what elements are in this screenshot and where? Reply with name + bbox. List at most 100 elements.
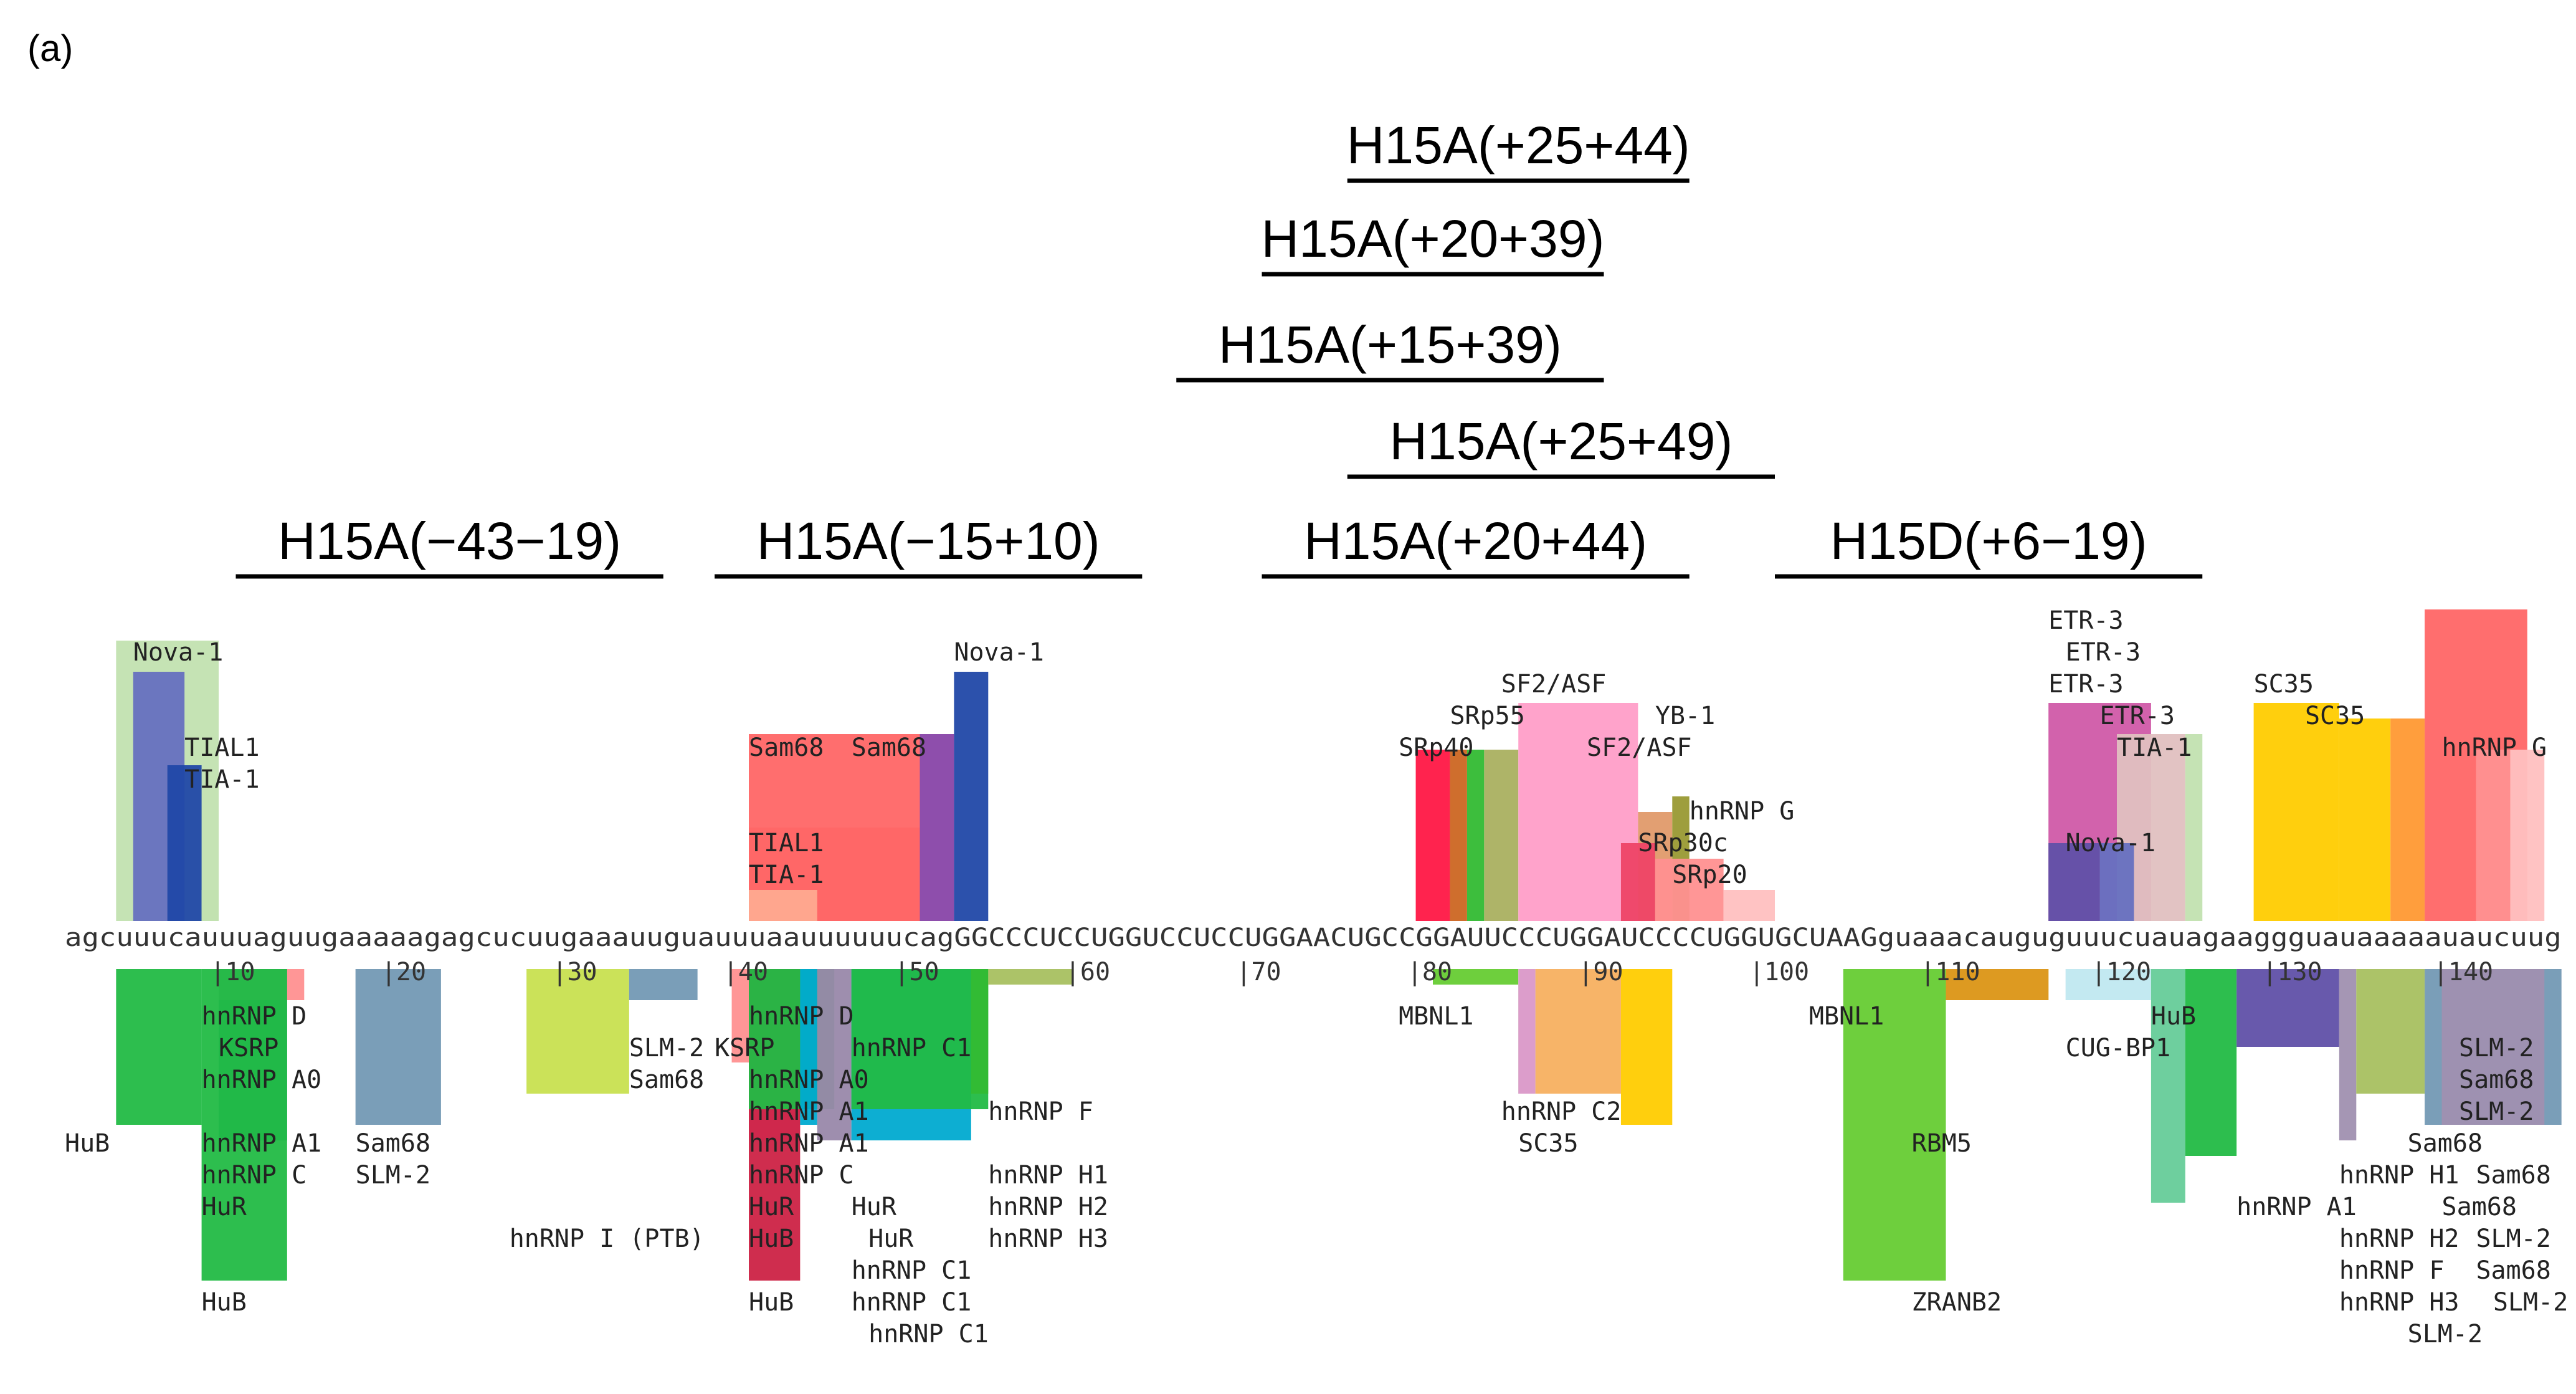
binding-site-block bbox=[201, 969, 287, 1281]
protein-label: hnRNP H2 bbox=[988, 1193, 1108, 1221]
protein-label: TIA-1 bbox=[2117, 733, 2192, 762]
protein-label: hnRNP C1 bbox=[868, 1320, 989, 1349]
binding-site-block bbox=[2356, 969, 2425, 1094]
protein-label: hnRNP C1 bbox=[852, 1256, 972, 1285]
protein-label: Sam68 bbox=[629, 1066, 704, 1094]
protein-label: Sam68 bbox=[356, 1129, 430, 1158]
binding-site-block bbox=[1518, 969, 1536, 1094]
binding-site-block bbox=[2099, 843, 2134, 921]
protein-label: ETR-3 bbox=[2048, 606, 2123, 635]
protein-label: Nova-1 bbox=[2066, 829, 2156, 857]
protein-label: SF2/ASF bbox=[1501, 670, 1607, 699]
protein-label: hnRNP G bbox=[1690, 797, 1795, 826]
binding-site-block bbox=[988, 969, 1074, 985]
rna-sequence: agcuuucauuuaguugaaaaagagcucuugaaauuguauu… bbox=[65, 924, 2562, 952]
protein-label: hnRNP H2 bbox=[2339, 1225, 2460, 1253]
binding-site-block bbox=[2185, 734, 2203, 921]
protein-label: MBNL1 bbox=[1809, 1002, 1884, 1031]
binding-site-block bbox=[1723, 890, 1775, 921]
binding-site-block bbox=[817, 969, 852, 1140]
protein-label: TIA-1 bbox=[749, 861, 824, 889]
binding-site-block bbox=[355, 969, 441, 1125]
protein-label: Sam68 bbox=[2476, 1161, 2550, 1190]
protein-label: hnRNP A0 bbox=[202, 1066, 322, 1094]
binding-site-block bbox=[851, 969, 989, 1109]
protein-label: SC35 bbox=[2254, 670, 2314, 699]
binding-sites-below bbox=[116, 969, 2562, 1281]
ruler-tick: |10 bbox=[210, 958, 255, 986]
binding-site-block bbox=[2476, 750, 2511, 921]
binding-site-block bbox=[1466, 750, 1485, 921]
panel-label: (a) bbox=[27, 27, 73, 69]
binding-site-block bbox=[1946, 969, 2049, 1000]
protein-label: SLM-2 bbox=[2408, 1320, 2483, 1349]
ruler-tick: |80 bbox=[1407, 958, 1452, 986]
protein-label: ETR-3 bbox=[2048, 670, 2123, 699]
binding-site-block bbox=[1620, 969, 1673, 1125]
binding-site-block bbox=[629, 969, 698, 1000]
ruler-tick: |140 bbox=[2433, 958, 2493, 986]
binding-site-block bbox=[731, 969, 749, 1062]
binding-site-block bbox=[2339, 969, 2357, 1140]
protein-label: HuB bbox=[2151, 1002, 2196, 1031]
protein-label: HuR bbox=[202, 1193, 247, 1221]
protein-label: SLM-2 bbox=[629, 1034, 704, 1062]
binding-site-block bbox=[1484, 750, 1519, 921]
protein-label: Sam68 bbox=[2459, 1066, 2534, 1094]
protein-label: SRp30c bbox=[1638, 829, 1728, 857]
binding-labels-below: hnRNP D KSRP hnRNP A0 HuB hnRNP A1 hnRNP C HuR… bbox=[65, 1002, 2568, 1349]
protein-label: SF2/ASF bbox=[1587, 733, 1692, 762]
protein-label: TIAL1 bbox=[749, 829, 824, 857]
binding-site-block bbox=[167, 765, 202, 921]
protein-label: SRp20 bbox=[1672, 861, 1747, 889]
protein-label: HuR bbox=[868, 1225, 914, 1253]
protein-label: hnRNP A1 bbox=[749, 1097, 869, 1126]
oligo-label: H15A(+25+49) bbox=[1389, 412, 1732, 470]
protein-label: ETR-3 bbox=[2066, 638, 2141, 667]
antisense-oligo-group: H15A(+25+44) H15A(+20+39) H15A(+15+39) H15A… bbox=[235, 116, 2203, 579]
protein-label: hnRNP G bbox=[2442, 733, 2547, 762]
protein-label: hnRNP I (PTB) bbox=[510, 1225, 705, 1253]
protein-label: Sam68 bbox=[749, 733, 824, 762]
ruler-tick: |120 bbox=[2091, 958, 2151, 986]
protein-label: hnRNP D bbox=[749, 1002, 854, 1031]
binding-site-block bbox=[1620, 843, 1655, 921]
protein-label: hnRNP C bbox=[749, 1161, 854, 1190]
binding-site-block bbox=[800, 969, 817, 1125]
protein-label: hnRNP H3 bbox=[988, 1225, 1108, 1253]
ruler-tick: |70 bbox=[1236, 958, 1281, 986]
binding-site-block bbox=[2065, 969, 2151, 1000]
protein-label: hnRNP H3 bbox=[2339, 1288, 2460, 1317]
ruler-tick: |30 bbox=[552, 958, 597, 986]
protein-label: HuB bbox=[65, 1129, 110, 1158]
protein-label: hnRNP F bbox=[2339, 1256, 2445, 1285]
binding-site-block bbox=[2253, 703, 2339, 921]
oligo-label: H15A(−15+10) bbox=[757, 512, 1100, 570]
binding-site-block bbox=[526, 969, 629, 1094]
protein-label: Nova-1 bbox=[133, 638, 223, 667]
protein-label: SC35 bbox=[2305, 702, 2365, 730]
protein-label: SLM-2 bbox=[356, 1161, 430, 1190]
binding-site-block bbox=[1450, 750, 1467, 921]
binding-labels-above: Nova-1 TIAL1 TIA-1 Nova-1 Sam68 Sam68 TIAL1 TIA… bbox=[133, 606, 2547, 889]
binding-site-block bbox=[2236, 969, 2339, 1047]
oligo-label: H15A(−43−19) bbox=[278, 512, 621, 570]
protein-label: hnRNP H1 bbox=[988, 1161, 1108, 1190]
protein-label: SRp40 bbox=[1399, 733, 1473, 762]
protein-label: HuB bbox=[749, 1225, 794, 1253]
protein-label: TIA-1 bbox=[184, 765, 259, 794]
protein-label: RBM5 bbox=[1912, 1129, 1972, 1158]
ruler-tick: |110 bbox=[1920, 958, 1980, 986]
oligo-label: H15A(+25+44) bbox=[1347, 116, 1690, 174]
protein-label: hnRNP A0 bbox=[749, 1066, 869, 1094]
binding-site-block bbox=[2339, 718, 2391, 921]
ruler-tick: |20 bbox=[381, 958, 426, 986]
protein-label: SLM-2 bbox=[2493, 1288, 2568, 1317]
protein-label: ZRANB2 bbox=[1912, 1288, 2002, 1317]
oligo-label: H15D(+6−19) bbox=[1830, 512, 2147, 570]
binding-site-block bbox=[1433, 969, 1519, 985]
binding-site-block bbox=[2151, 969, 2185, 1203]
protein-label: SC35 bbox=[1518, 1129, 1578, 1158]
binding-site-block bbox=[954, 672, 989, 921]
